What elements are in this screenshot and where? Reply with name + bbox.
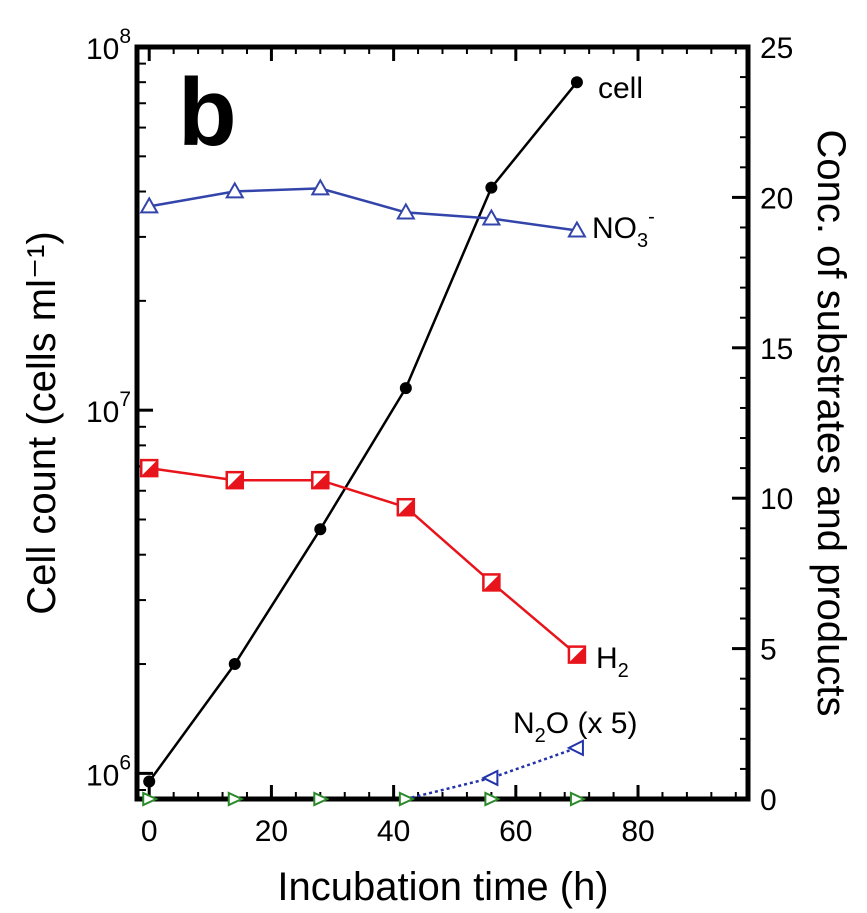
y-left-tick-label: 108: [86, 25, 131, 66]
series-h2: [139, 458, 587, 664]
y-left-tick-label: 106: [86, 751, 131, 792]
no3-point: [481, 208, 502, 226]
x-tick-label: 60: [499, 815, 532, 848]
y-right-tick-label: 20: [760, 182, 793, 215]
h2-point-fill: [568, 646, 585, 663]
plot-frame: [134, 44, 751, 802]
no3-point: [139, 196, 159, 214]
series-label-no3: NO3-: [592, 206, 655, 252]
series-line: [148, 81, 578, 783]
cell-point: [570, 76, 583, 89]
baseline-point: [484, 791, 501, 807]
panel-label: b: [178, 59, 237, 166]
cell-point: [143, 775, 156, 788]
series-line: [149, 466, 578, 656]
x-tick-label: 40: [377, 815, 410, 848]
cell-point: [399, 382, 412, 395]
series-layer: [139, 76, 587, 807]
y-right-tick-label: 0: [760, 784, 777, 817]
y-left-tick-label: 107: [86, 388, 131, 429]
series-n2o-x-5-: [405, 739, 584, 801]
h2-point-fill: [397, 499, 414, 516]
y-axis-title-left: Cell count (cells ml⁻¹): [20, 231, 64, 614]
baseline-point: [142, 791, 159, 807]
baseline-point: [227, 791, 245, 807]
series-no3-: [139, 178, 587, 238]
baseline-point: [398, 791, 416, 807]
y-right-tick-label: 25: [760, 32, 793, 65]
cell-point: [485, 181, 498, 194]
y-right-tick-label: 5: [760, 634, 777, 667]
y-right-tick-label: 15: [760, 333, 793, 366]
cell-point: [314, 523, 327, 536]
h2-point-fill: [141, 460, 158, 477]
y-right-tick-label: 10: [760, 483, 793, 516]
no3-point: [225, 181, 245, 199]
no3-point: [567, 220, 587, 238]
series-label-h2: H2: [596, 642, 629, 682]
y-axis-title-right: Conc. of substrates and products: [809, 130, 853, 717]
x-tick-label: 0: [141, 815, 158, 848]
n2o-point: [481, 769, 499, 787]
series-line: [148, 187, 578, 232]
h2-point-fill: [226, 472, 243, 489]
h2-point-fill: [312, 472, 329, 489]
series-label-cell: cell: [598, 72, 643, 105]
x-tick-label: 80: [621, 815, 654, 848]
series-cell: [143, 76, 583, 788]
series-label-n2o: N2O (x 5): [513, 707, 637, 747]
no3-point: [396, 202, 416, 220]
x-axis-title: Incubation time (h): [277, 865, 608, 909]
cell-point: [228, 658, 241, 671]
baseline-point: [569, 791, 587, 807]
no3-point: [310, 178, 331, 196]
h2-point-fill: [483, 574, 500, 591]
baseline-point: [313, 791, 330, 807]
n2o-point: [566, 739, 584, 757]
x-tick-label: 20: [255, 815, 288, 848]
